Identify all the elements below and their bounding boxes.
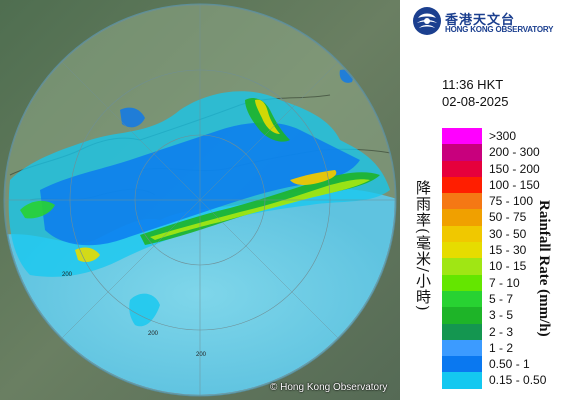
legend-swatch	[442, 323, 482, 340]
legend-row: 15 - 30	[442, 242, 572, 259]
legend-row: 0.15 - 0.50	[442, 372, 572, 389]
legend-swatch	[442, 307, 482, 324]
legend-swatch	[442, 128, 482, 145]
legend-label: 3 - 5	[489, 308, 514, 323]
legend-title-english: Rainfall Rate (mm/h)	[536, 200, 552, 337]
radar-image	[0, 0, 400, 400]
hko-logo-icon	[413, 7, 441, 35]
rainfall-legend: >300 200 - 300 150 - 200 100 - 150 75 - 100 5…	[442, 128, 572, 389]
legend-label: 7 - 10	[489, 275, 520, 290]
radar-time: 11:36 HKT	[442, 77, 504, 92]
legend-label: 50 - 75	[489, 210, 527, 225]
legend-swatch	[442, 258, 482, 275]
legend-row: 2 - 3	[442, 323, 572, 340]
legend-row: 5 - 7	[442, 290, 572, 308]
legend-label: 5 - 7	[489, 291, 514, 306]
legend-swatch	[442, 242, 482, 259]
legend-row: 75 - 100	[442, 193, 572, 210]
legend-swatch	[442, 356, 482, 373]
legend-row: 1 - 2	[442, 339, 572, 357]
legend-swatch	[442, 290, 482, 308]
legend-swatch	[442, 339, 482, 357]
legend-swatch	[442, 144, 482, 161]
legend-row: 10 - 15	[442, 258, 572, 275]
radar-map: 200 200 200 © Hong Kong Observatory	[0, 0, 400, 400]
legend-label: 150 - 200	[489, 161, 540, 176]
legend-row: 200 - 300	[442, 144, 572, 161]
legend-label: 100 - 150	[489, 177, 540, 192]
legend-row: >300	[442, 128, 572, 145]
legend-label: 0.15 - 0.50	[489, 373, 547, 388]
legend-row: 7 - 10	[442, 274, 572, 291]
legend-label: 0.50 - 1	[489, 357, 530, 372]
range-ring-label: 200	[148, 331, 159, 337]
legend-swatch	[442, 274, 482, 291]
hko-logo: 香港天文台 HONG KONG OBSERVATORY	[412, 6, 572, 36]
legend-row: 50 - 75	[442, 209, 572, 226]
legend-row: 100 - 150	[442, 176, 572, 194]
legend-label: 75 - 100	[489, 194, 534, 209]
copyright-text: © Hong Kong Observatory	[270, 382, 388, 393]
legend-swatch	[442, 372, 482, 389]
legend-row: 150 - 200	[442, 160, 572, 177]
legend-panel: 香港天文台 HONG KONG OBSERVATORY 11:36 HKT 02…	[400, 0, 577, 400]
legend-label: 10 - 15	[489, 259, 527, 274]
legend-row: 0.50 - 1	[442, 356, 572, 373]
range-ring-label: 200	[62, 272, 73, 278]
legend-swatch	[442, 225, 482, 243]
legend-label: 15 - 30	[489, 243, 527, 258]
legend-row: 30 - 50	[442, 225, 572, 243]
legend-label: 200 - 300	[489, 145, 540, 160]
legend-label: 30 - 50	[489, 226, 527, 241]
legend-swatch	[442, 160, 482, 177]
range-ring-label: 200	[196, 352, 207, 358]
legend-label: 1 - 2	[489, 340, 514, 355]
logo-chinese-name: 香港天文台	[445, 13, 516, 28]
logo-english-name: HONG KONG OBSERVATORY	[445, 25, 554, 34]
legend-label: >300	[489, 129, 517, 143]
legend-label: 2 - 3	[489, 324, 514, 339]
radar-coverage	[4, 4, 396, 396]
legend-title-chinese: 降雨率(毫米/小時)	[414, 180, 432, 312]
legend-swatch	[442, 176, 482, 194]
legend-swatch	[442, 193, 482, 210]
legend-swatch	[442, 209, 482, 226]
radar-date: 02-08-2025	[442, 94, 509, 109]
legend-row: 3 - 5	[442, 307, 572, 324]
